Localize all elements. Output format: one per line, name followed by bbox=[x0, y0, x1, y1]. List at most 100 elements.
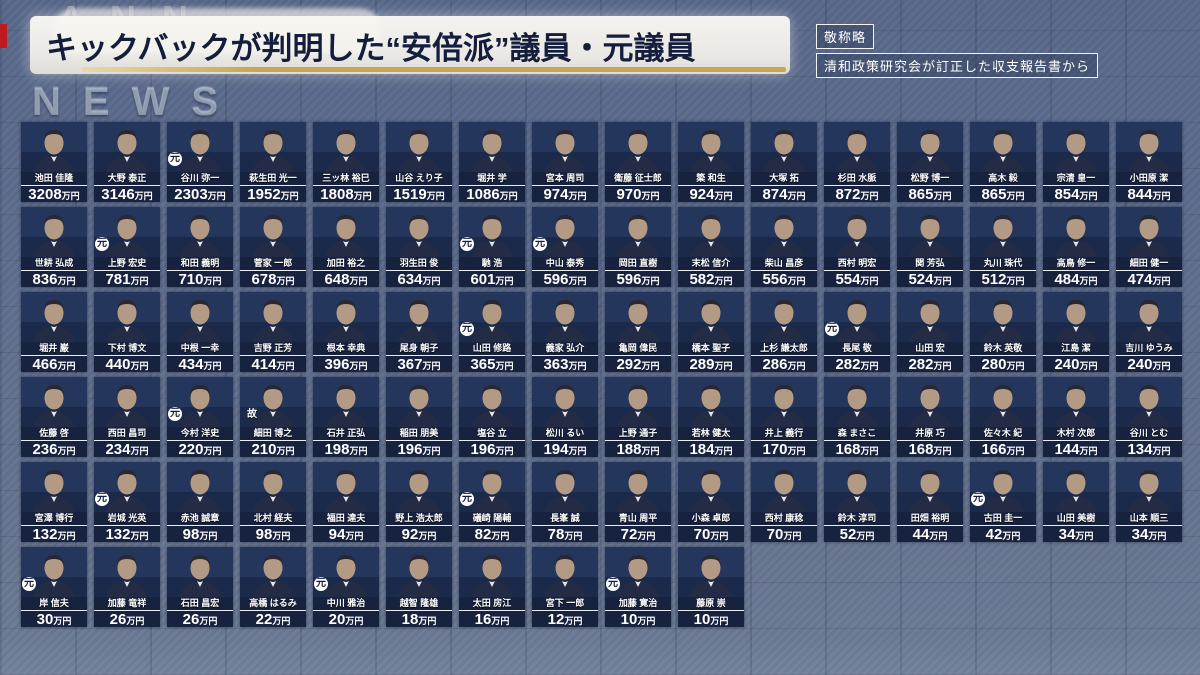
portrait-photo bbox=[1116, 207, 1182, 257]
member-name: 和田 義明 bbox=[167, 257, 233, 271]
amount-number: 280 bbox=[981, 356, 1007, 373]
amount-unit: 万円 bbox=[568, 361, 587, 371]
member-name: 太田 房江 bbox=[459, 597, 525, 611]
former-member-badge: 元 bbox=[22, 577, 36, 591]
portrait-photo bbox=[605, 462, 671, 512]
kickback-amount: 94万円 bbox=[313, 526, 379, 543]
amount-unit: 万円 bbox=[203, 276, 222, 286]
member-card: 佐々木 紀 166万円 bbox=[970, 377, 1036, 458]
amount-number: 18 bbox=[401, 611, 419, 628]
member-name: 青山 周平 bbox=[605, 512, 671, 526]
portrait-photo bbox=[94, 207, 160, 257]
member-card: 中根 一幸 434万円 bbox=[167, 292, 233, 373]
member-name: 高鳥 修一 bbox=[1043, 257, 1109, 271]
amount-number: 168 bbox=[908, 441, 934, 458]
kickback-amount: 1952万円 bbox=[240, 186, 306, 203]
member-card: 元 中川 雅治 20万円 bbox=[313, 547, 379, 628]
member-card: 鈴木 英敬 280万円 bbox=[970, 292, 1036, 373]
portrait-photo bbox=[21, 207, 87, 257]
kickback-amount: 844万円 bbox=[1116, 186, 1182, 203]
portrait-photo bbox=[313, 462, 379, 512]
member-name: 鈴木 英敬 bbox=[970, 342, 1036, 356]
amount-number: 1808 bbox=[320, 186, 354, 203]
amount-unit: 万円 bbox=[57, 446, 76, 456]
member-card: 西村 明宏 554万円 bbox=[824, 207, 890, 288]
kickback-amount: 236万円 bbox=[21, 441, 87, 458]
portrait-photo bbox=[21, 122, 87, 172]
amount-unit: 万円 bbox=[1006, 191, 1025, 201]
kickback-amount: 596万円 bbox=[532, 271, 598, 288]
amount-unit: 万円 bbox=[641, 191, 660, 201]
amount-number: 198 bbox=[324, 441, 350, 458]
amount-unit: 万円 bbox=[418, 531, 437, 541]
amount-number: 596 bbox=[543, 271, 569, 288]
portrait-photo bbox=[751, 377, 817, 427]
member-name: 中山 泰秀 bbox=[532, 257, 598, 271]
amount-unit: 万円 bbox=[353, 191, 372, 201]
kickback-amount: 556万円 bbox=[751, 271, 817, 288]
amount-number: 12 bbox=[547, 611, 565, 628]
portrait-photo bbox=[1116, 462, 1182, 512]
page-title: キックバックが判明した“安倍派”議員・元議員 bbox=[46, 31, 696, 66]
member-card: 元 加藤 寛治 10万円 bbox=[605, 547, 671, 628]
kickback-amount: 144万円 bbox=[1043, 441, 1109, 458]
portrait-photo bbox=[751, 207, 817, 257]
member-name: 松野 博一 bbox=[897, 172, 963, 186]
portrait-photo bbox=[678, 377, 744, 427]
portrait-photo bbox=[970, 122, 1036, 172]
kickback-amount: 70万円 bbox=[751, 526, 817, 543]
amount-number: 874 bbox=[762, 186, 788, 203]
member-name: 山谷 えり子 bbox=[386, 172, 452, 186]
member-name: 山田 修路 bbox=[459, 342, 525, 356]
amount-number: 292 bbox=[616, 356, 642, 373]
portrait-photo bbox=[240, 462, 306, 512]
ann-logo-red-fragment bbox=[0, 24, 7, 48]
portrait-photo bbox=[970, 292, 1036, 342]
portrait-photo bbox=[970, 377, 1036, 427]
member-name: 西村 明宏 bbox=[824, 257, 890, 271]
member-card: 佐藤 啓 236万円 bbox=[21, 377, 87, 458]
amount-number: 524 bbox=[908, 271, 934, 288]
member-name: 野上 浩太郎 bbox=[386, 512, 452, 526]
amount-unit: 万円 bbox=[568, 191, 587, 201]
portrait-photo bbox=[751, 292, 817, 342]
member-card: 池田 佳隆 3208万円 bbox=[21, 122, 87, 203]
kickback-amount: 52万円 bbox=[824, 526, 890, 543]
amount-number: 865 bbox=[981, 186, 1007, 203]
member-name: 加藤 竜祥 bbox=[94, 597, 160, 611]
member-card: 高鳥 修一 484万円 bbox=[1043, 207, 1109, 288]
title-gold-underline bbox=[82, 67, 786, 72]
amount-number: 781 bbox=[105, 271, 131, 288]
kickback-amount: 196万円 bbox=[386, 441, 452, 458]
amount-unit: 万円 bbox=[714, 446, 733, 456]
kickback-amount: 30万円 bbox=[21, 611, 87, 628]
kickback-amount: 168万円 bbox=[897, 441, 963, 458]
member-card: 吉野 正芳 414万円 bbox=[240, 292, 306, 373]
former-member-badge: 元 bbox=[606, 577, 620, 591]
kickback-amount: 220万円 bbox=[167, 441, 233, 458]
member-name: 三ッ林 裕巳 bbox=[313, 172, 379, 186]
kickback-amount: 72万円 bbox=[605, 526, 671, 543]
portrait-photo bbox=[386, 547, 452, 597]
amount-number: 282 bbox=[908, 356, 934, 373]
member-card: 井上 義行 170万円 bbox=[751, 377, 817, 458]
member-name: 佐々木 紀 bbox=[970, 427, 1036, 441]
member-card: 尾身 朝子 367万円 bbox=[386, 292, 452, 373]
member-card: 堀井 学 1086万円 bbox=[459, 122, 525, 203]
amount-unit: 万円 bbox=[1006, 361, 1025, 371]
kickback-amount: 92万円 bbox=[386, 526, 452, 543]
portrait-photo bbox=[240, 207, 306, 257]
member-name: 岡田 直樹 bbox=[605, 257, 671, 271]
kickback-amount: 3146万円 bbox=[94, 186, 160, 203]
portrait-photo bbox=[897, 462, 963, 512]
amount-unit: 万円 bbox=[1079, 276, 1098, 286]
member-card: 山田 宏 282万円 bbox=[897, 292, 963, 373]
amount-number: 396 bbox=[324, 356, 350, 373]
member-card: 関 芳弘 524万円 bbox=[897, 207, 963, 288]
kickback-amount: 132万円 bbox=[21, 526, 87, 543]
amount-unit: 万円 bbox=[641, 446, 660, 456]
member-card: 義家 弘介 363万円 bbox=[532, 292, 598, 373]
kickback-amount: 634万円 bbox=[386, 271, 452, 288]
member-card: 高木 毅 865万円 bbox=[970, 122, 1036, 203]
member-card: 柴山 昌彦 556万円 bbox=[751, 207, 817, 288]
